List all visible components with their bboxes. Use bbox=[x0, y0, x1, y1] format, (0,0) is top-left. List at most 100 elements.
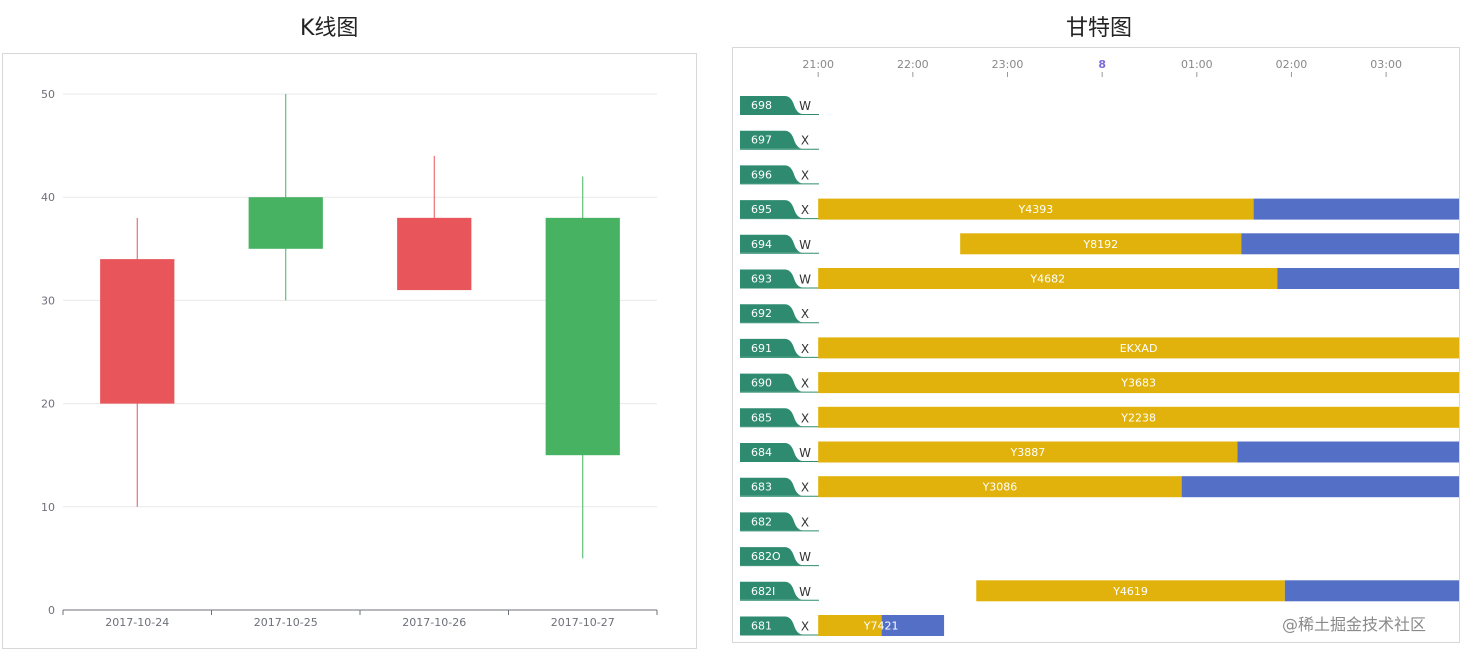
x-tick-label: 2017-10-25 bbox=[254, 616, 318, 629]
task-bar bbox=[818, 268, 1278, 289]
gantt-row: 697 X bbox=[740, 130, 819, 150]
candle-body bbox=[545, 217, 620, 456]
row-label-tab bbox=[740, 547, 803, 566]
row-flag-label: W bbox=[799, 273, 811, 287]
row-flag-label: W bbox=[799, 446, 811, 460]
row-label-tab bbox=[740, 616, 803, 635]
row-id-label: 692 bbox=[751, 307, 772, 320]
row-flag-label: W bbox=[799, 99, 811, 113]
y-tick-label: 40 bbox=[41, 191, 55, 204]
time-tick-label: 23:00 bbox=[992, 58, 1024, 71]
row-label-tab bbox=[740, 130, 803, 149]
gantt-row: 682I W Y4619 bbox=[740, 580, 1459, 602]
row-label-tab bbox=[740, 96, 803, 114]
task-remaining-bar bbox=[1284, 580, 1459, 602]
row-flag-label: W bbox=[799, 550, 811, 564]
task-label: Y3887 bbox=[1009, 446, 1045, 459]
y-tick-label: 0 bbox=[48, 604, 55, 617]
gantt-chart-title: 甘特图 bbox=[1066, 16, 1133, 41]
row-label-tab bbox=[740, 269, 803, 288]
row-id-label: 694 bbox=[751, 238, 772, 251]
y-tick-label: 30 bbox=[41, 294, 55, 307]
gantt-row: 693 W Y4682 bbox=[740, 268, 1459, 289]
gantt-row: 681 X Y7421 bbox=[740, 615, 945, 636]
candle-body bbox=[248, 197, 323, 249]
task-remaining-bar bbox=[1253, 198, 1459, 220]
row-id-label: 682O bbox=[751, 550, 781, 563]
task-remaining-bar bbox=[1241, 233, 1459, 255]
row-label-tab bbox=[740, 408, 803, 427]
row-flag-label: X bbox=[801, 203, 809, 217]
task-bar bbox=[976, 580, 1285, 602]
gantt-row: 694 W Y8192 bbox=[740, 233, 1459, 255]
gantt-row: 696 X bbox=[740, 165, 819, 185]
gantt-row: 682 X bbox=[740, 512, 819, 532]
row-id-label: 682I bbox=[751, 585, 775, 598]
row-id-label: 698 bbox=[751, 99, 772, 112]
gantt-row: 691 X EKXAD bbox=[740, 337, 1459, 359]
time-tick-label: 01:00 bbox=[1181, 58, 1213, 71]
task-label: Y4682 bbox=[1029, 273, 1065, 286]
task-remaining-bar bbox=[1237, 441, 1459, 463]
row-label-tab bbox=[740, 304, 803, 323]
y-tick-label: 50 bbox=[41, 88, 55, 101]
task-bar bbox=[818, 615, 882, 636]
row-label-tab bbox=[740, 581, 803, 600]
row-flag-label: W bbox=[799, 585, 811, 599]
task-bar bbox=[818, 476, 1182, 498]
row-id-label: 682 bbox=[751, 515, 772, 528]
kline-chart: 0 10 20 30 40 50 2017-10-24 2017-10-25 2017-10-2… bbox=[41, 88, 658, 629]
row-label-tab bbox=[740, 165, 803, 184]
row-flag-label: X bbox=[801, 377, 809, 391]
task-bar bbox=[818, 441, 1238, 463]
task-bar bbox=[818, 372, 1459, 394]
row-id-label: 685 bbox=[751, 411, 772, 424]
row-flag-label: X bbox=[801, 620, 809, 634]
row-id-label: 683 bbox=[751, 481, 772, 494]
row-flag-label: W bbox=[799, 238, 811, 252]
row-flag-label: X bbox=[801, 342, 809, 356]
gantt-row: 692 X bbox=[740, 304, 819, 324]
watermark-text: @稀土掘金技术社区 bbox=[1282, 615, 1427, 634]
row-label-tab bbox=[740, 338, 803, 357]
gantt-row: 684 W Y3887 bbox=[740, 441, 1459, 463]
task-label: Y3086 bbox=[982, 481, 1018, 494]
task-bar bbox=[818, 198, 1254, 220]
y-tick-label: 20 bbox=[41, 398, 55, 411]
row-id-label: 684 bbox=[751, 446, 772, 459]
time-tick-label: 21:00 bbox=[802, 58, 834, 71]
row-flag-label: X bbox=[801, 411, 809, 425]
row-label-tab bbox=[740, 512, 803, 531]
time-tick-label: 03:00 bbox=[1370, 58, 1402, 71]
row-id-label: 681 bbox=[751, 620, 772, 633]
row-flag-label: X bbox=[801, 481, 809, 495]
row-label-tab bbox=[740, 443, 803, 461]
gantt-chart-panel: 21:00 22:00 23:00 8 01:00 02:00 03:00 698 W 697 X 6… bbox=[732, 47, 1460, 643]
task-bar bbox=[960, 233, 1242, 255]
row-flag-label: X bbox=[801, 307, 809, 321]
row-flag-label: X bbox=[801, 134, 809, 148]
task-label: Y4393 bbox=[1018, 203, 1054, 216]
task-label: Y2238 bbox=[1120, 411, 1156, 424]
gantt-row: 698 W bbox=[740, 96, 819, 115]
task-label: Y8192 bbox=[1082, 238, 1118, 251]
row-id-label: 696 bbox=[751, 168, 772, 181]
candle-body bbox=[397, 217, 472, 291]
task-label: Y7421 bbox=[863, 620, 899, 633]
row-id-label: 697 bbox=[751, 134, 772, 147]
x-tick-label: 2017-10-27 bbox=[551, 616, 615, 629]
row-id-label: 695 bbox=[751, 203, 772, 216]
task-remaining-bar bbox=[881, 615, 945, 636]
row-id-label: 693 bbox=[751, 273, 772, 286]
task-bar bbox=[818, 406, 1459, 428]
time-tick-label: 02:00 bbox=[1276, 58, 1308, 71]
task-bar bbox=[818, 337, 1459, 359]
row-flag-label: X bbox=[801, 515, 809, 529]
gantt-row: 682O W bbox=[740, 547, 819, 567]
kline-chart-title: K线图 bbox=[300, 16, 359, 41]
task-label: EKXAD bbox=[1120, 342, 1158, 355]
row-label-tab bbox=[740, 200, 803, 219]
task-label: Y3683 bbox=[1120, 377, 1156, 390]
gantt-row: 695 X Y4393 bbox=[740, 198, 1459, 220]
